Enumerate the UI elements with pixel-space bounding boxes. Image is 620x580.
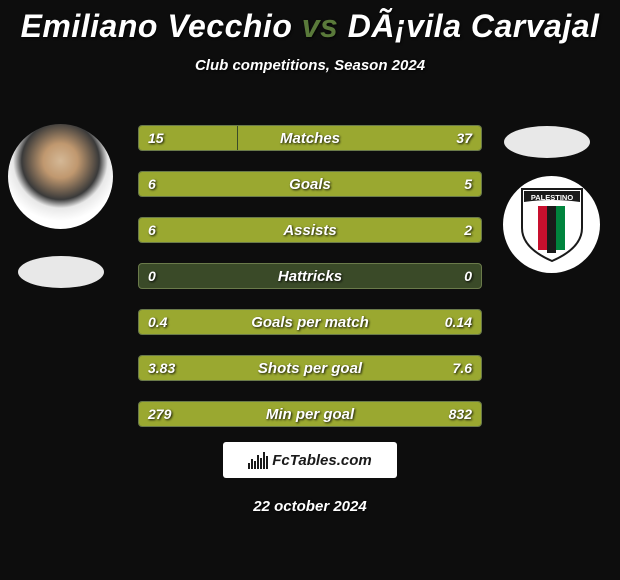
bar-right (325, 172, 481, 196)
stat-right-value: 7.6 (453, 355, 472, 381)
stat-right-value: 2 (464, 217, 472, 243)
player1-avatar (8, 124, 113, 229)
footer-logo-text: FcTables.com (272, 452, 371, 469)
bar-right (254, 356, 481, 380)
stat-row: 3.837.6Shots per goal (138, 348, 482, 394)
player2-flag (504, 126, 590, 158)
bar-left (139, 172, 325, 196)
bar-track (138, 217, 482, 243)
stats-area: 1537Matches65Goals62Assists00Hattricks0.… (138, 118, 482, 440)
shield-icon: PALESTINO (521, 188, 583, 262)
stat-left-value: 3.83 (148, 355, 175, 381)
stat-left-value: 279 (148, 401, 171, 427)
stat-left-value: 6 (148, 217, 156, 243)
stat-row: 65Goals (138, 164, 482, 210)
bar-track (138, 125, 482, 151)
bar-track (138, 171, 482, 197)
stat-left-value: 15 (148, 125, 164, 151)
logo-bars-icon (248, 451, 268, 469)
bar-track (138, 401, 482, 427)
stat-left-value: 0.4 (148, 309, 167, 335)
player2-name: DÃ¡vila Carvajal (348, 8, 600, 44)
stat-right-value: 0 (464, 263, 472, 289)
player1-name: Emiliano Vecchio (21, 8, 293, 44)
stat-row: 0.40.14Goals per match (138, 302, 482, 348)
bar-right (238, 126, 482, 150)
stat-row: 1537Matches (138, 118, 482, 164)
stat-row: 279832Min per goal (138, 394, 482, 440)
comparison-card: Emiliano Vecchio vs DÃ¡vila Carvajal Clu… (0, 0, 620, 580)
badge-label: PALESTINO (530, 193, 573, 202)
stat-row: 62Assists (138, 210, 482, 256)
player1-flag (18, 256, 104, 288)
date-label: 22 october 2024 (0, 498, 620, 515)
stat-right-value: 832 (449, 401, 472, 427)
page-title: Emiliano Vecchio vs DÃ¡vila Carvajal (0, 0, 620, 45)
stat-left-value: 6 (148, 171, 156, 197)
footer-logo[interactable]: FcTables.com (223, 442, 397, 478)
bar-track (138, 309, 482, 335)
subtitle: Club competitions, Season 2024 (0, 57, 620, 74)
stat-right-value: 5 (464, 171, 472, 197)
stat-row: 00Hattricks (138, 256, 482, 302)
stat-right-value: 0.14 (445, 309, 472, 335)
bar-track (138, 355, 482, 381)
bar-right (225, 402, 481, 426)
bar-left (139, 310, 392, 334)
player2-club-badge: PALESTINO (503, 176, 600, 273)
vs-text: vs (302, 8, 339, 44)
stat-left-value: 0 (148, 263, 156, 289)
stat-right-value: 37 (456, 125, 472, 151)
bar-left (139, 218, 396, 242)
bar-track (138, 263, 482, 289)
